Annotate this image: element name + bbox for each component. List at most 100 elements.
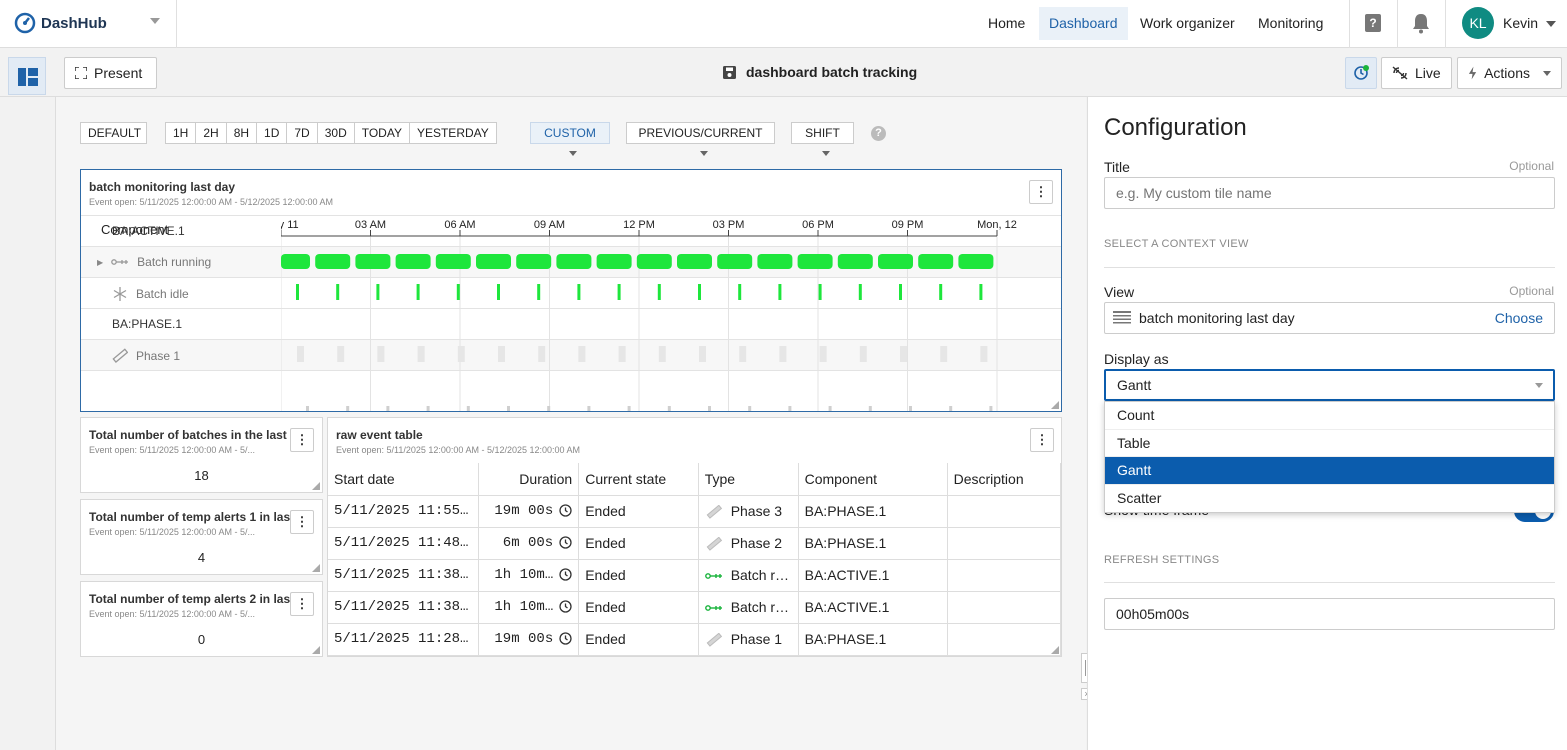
batch-idle-bar[interactable] (497, 284, 500, 300)
phase-bar[interactable] (989, 406, 993, 412)
layout-button[interactable] (8, 57, 46, 95)
phase-bar[interactable] (306, 406, 309, 412)
tile-menu-button[interactable]: ⋮ (290, 592, 314, 616)
batch-running-bar[interactable] (837, 254, 873, 269)
phase-bar[interactable] (949, 406, 953, 412)
auto-refresh-button[interactable] (1345, 57, 1377, 89)
phase-bar[interactable] (346, 406, 350, 412)
option-scatter[interactable]: Scatter (1117, 489, 1162, 506)
bell-icon[interactable] (1411, 12, 1431, 34)
resize-handle[interactable] (312, 482, 320, 490)
phase-bar[interactable] (699, 346, 706, 362)
column-header[interactable]: Duration (478, 463, 580, 496)
resize-handle[interactable] (1051, 646, 1059, 654)
phase-bar[interactable] (426, 406, 430, 412)
batch-idle-bar[interactable] (416, 284, 420, 300)
phase-bar[interactable] (788, 406, 792, 412)
phase-bar[interactable] (618, 346, 626, 362)
phase-bar[interactable] (748, 406, 752, 412)
custom-range-dropdown[interactable]: CUSTOM (530, 122, 610, 157)
tile-menu-button[interactable]: ⋮ (1030, 428, 1054, 452)
expand-caret-icon[interactable]: ▶ (97, 257, 104, 267)
batch-running-bar[interactable] (918, 254, 954, 269)
resize-handle[interactable] (312, 564, 320, 572)
phase-bar[interactable] (538, 346, 546, 362)
phase-bar[interactable] (708, 406, 711, 412)
range-7d[interactable]: 7D (287, 123, 318, 143)
avatar[interactable]: KL (1462, 7, 1494, 39)
nav-dashboard[interactable]: Dashboard (1039, 7, 1128, 40)
default-range-button[interactable]: DEFAULT (80, 122, 147, 144)
batch-idle-bar[interactable] (939, 284, 943, 300)
phase-bar[interactable] (819, 346, 827, 362)
tile-menu-button[interactable]: ⋮ (290, 428, 314, 452)
batch-idle-bar[interactable] (617, 284, 621, 300)
phase-bar[interactable] (658, 346, 666, 362)
help-icon[interactable]: ? (1365, 14, 1381, 32)
app-switcher-chevron-icon[interactable] (150, 18, 160, 24)
batch-idle-bar[interactable] (738, 284, 742, 300)
table-row[interactable]: 5/11/2025 11:28… 19m 00s Ended Phase 1 BA:PH… (328, 623, 1061, 656)
chevron-down-icon[interactable] (1546, 21, 1556, 27)
batch-running-bar[interactable] (797, 254, 833, 269)
choose-view-link[interactable]: Choose (1494, 310, 1543, 326)
range-1d[interactable]: 1D (257, 123, 288, 143)
batch-idle-bar[interactable] (376, 284, 380, 300)
nav-monitoring[interactable]: Monitoring (1258, 15, 1324, 31)
table-row[interactable]: 5/11/2025 11:48… 6m 00s Ended Phase 2 BA:PHA… (328, 527, 1061, 560)
phase-bar[interactable] (909, 406, 912, 412)
batch-idle-bar[interactable] (858, 284, 862, 300)
table-row[interactable]: 5/11/2025 11:55… 19m 00s Ended Phase 3 BA:PH… (328, 495, 1061, 528)
count-tile[interactable]: Total number of temp alerts 1 in last 2 … (80, 499, 323, 575)
range-yesterday[interactable]: YESTERDAY (416, 126, 489, 140)
count-tile[interactable]: Total number of temp alerts 2 in last 2 … (80, 581, 323, 657)
batch-running-bar[interactable] (281, 254, 310, 269)
batch-idle-bar[interactable] (456, 284, 460, 300)
actions-button[interactable]: Actions (1457, 57, 1562, 89)
batch-running-bar[interactable] (435, 254, 471, 269)
range-2h[interactable]: 2H (196, 123, 227, 143)
table-row[interactable]: 5/11/2025 11:38… 1h 10m… Ended Batch r… BA:A… (328, 559, 1061, 592)
resize-handle[interactable] (1051, 401, 1059, 409)
tile-menu-button[interactable]: ⋮ (1029, 180, 1053, 204)
batch-running-bar[interactable] (315, 254, 351, 269)
resize-handle[interactable] (312, 646, 320, 654)
present-button[interactable]: Present (64, 57, 157, 89)
phase-bar[interactable] (828, 406, 832, 412)
phase-bar[interactable] (507, 406, 510, 412)
event-table-tile[interactable]: raw event table Event open: 5/11/2025 12… (327, 417, 1062, 657)
app-logo[interactable]: DashHub (14, 12, 107, 34)
column-header[interactable]: Type (698, 463, 799, 496)
batch-idle-bar[interactable] (899, 284, 902, 300)
batch-running-bar[interactable] (958, 254, 994, 269)
shift-dropdown[interactable]: SHIFT (791, 122, 854, 157)
phase-bar[interactable] (457, 346, 465, 362)
phase-bar[interactable] (739, 346, 747, 362)
batch-idle-bar[interactable] (778, 284, 782, 300)
phase-bar[interactable] (940, 346, 948, 362)
column-header[interactable]: Description (947, 463, 1061, 496)
phase-bar[interactable] (547, 406, 551, 412)
count-tile[interactable]: Total number of batches in the last 24 E… (80, 417, 323, 493)
column-header[interactable]: Current state (578, 463, 699, 496)
nav-work-organizer[interactable]: Work organizer (1140, 15, 1235, 31)
phase-bar[interactable] (337, 346, 345, 362)
range-30d[interactable]: 30D (318, 123, 355, 143)
batch-running-bar[interactable] (757, 254, 793, 269)
range-1h[interactable]: 1H (166, 123, 197, 143)
phase-bar[interactable] (578, 346, 586, 362)
batch-running-bar[interactable] (717, 254, 753, 269)
phase-bar[interactable] (868, 406, 872, 412)
batch-idle-bar[interactable] (296, 284, 299, 300)
display-as-select[interactable]: Gantt (1104, 369, 1555, 401)
batch-idle-bar[interactable] (336, 284, 340, 300)
table-row[interactable]: 5/11/2025 11:38… 1h 10m… Ended Batch r… BA:A… (328, 591, 1061, 624)
option-table[interactable]: Table (1105, 430, 1554, 457)
phase-bar[interactable] (627, 406, 631, 412)
help-icon[interactable]: ? (871, 126, 886, 141)
phase-bar[interactable] (900, 346, 907, 362)
phase-bar[interactable] (779, 346, 787, 362)
batch-running-bar[interactable] (677, 254, 712, 269)
phase-bar[interactable] (417, 346, 425, 362)
range-8h[interactable]: 8H (227, 123, 258, 143)
